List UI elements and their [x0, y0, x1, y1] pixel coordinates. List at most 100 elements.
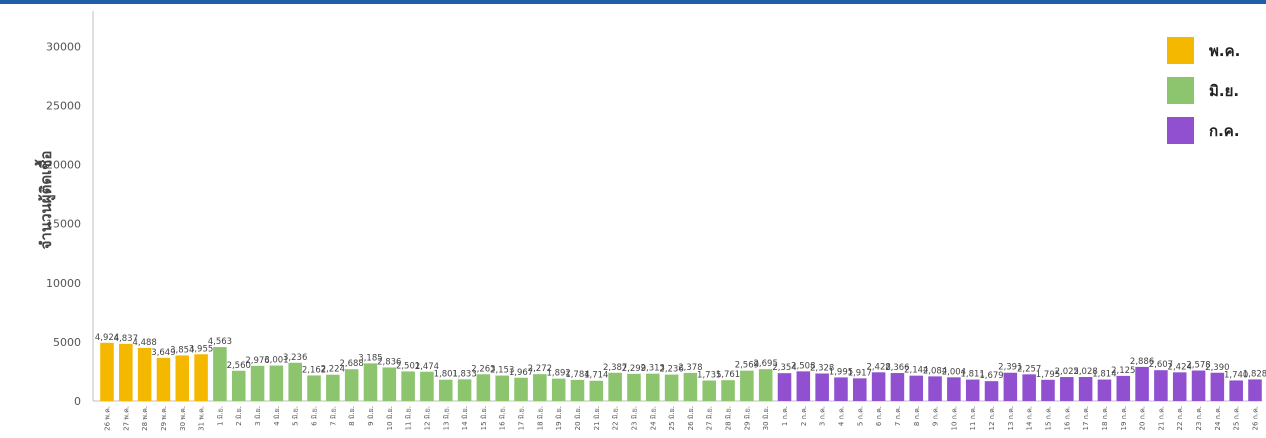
- data-label: 1,917: [848, 368, 872, 378]
- bar: [194, 354, 208, 401]
- data-label: 3,001: [264, 356, 288, 366]
- y-tick-label: 10000: [46, 277, 81, 290]
- data-label: 2,313: [641, 364, 665, 374]
- x-tick-label: 1 มิ.ย.: [216, 406, 224, 426]
- x-tick-label: 12 มิ.ย.: [423, 406, 431, 430]
- bar: [909, 375, 924, 401]
- bar: [420, 371, 434, 401]
- bar: [137, 347, 152, 401]
- data-label: 2,354: [772, 363, 796, 373]
- x-tick-label: 8 ก.ค.: [913, 406, 921, 426]
- bar: [1248, 379, 1262, 401]
- data-label: 3,955: [189, 344, 213, 354]
- x-tick-label: 28 มิ.ย.: [725, 406, 733, 430]
- bar: [758, 369, 773, 401]
- bar: [476, 374, 491, 401]
- bar: [683, 372, 698, 401]
- bar: [627, 373, 641, 401]
- bar: [721, 380, 735, 401]
- x-tick-label: 6 มิ.ย.: [311, 406, 319, 426]
- x-tick-label: 7 มิ.ย.: [329, 406, 337, 426]
- x-tick-label: 5 มิ.ย.: [292, 406, 300, 426]
- data-label: 2,688: [339, 359, 363, 369]
- y-tick-label: 20000: [46, 159, 81, 172]
- y-axis-ticks: 0 5000 10000 15000 20000 25000 30000: [46, 40, 81, 408]
- data-label: 2,607: [1149, 360, 1173, 370]
- data-label: 2,224: [321, 365, 345, 375]
- x-tick-label: 26 มิ.ย.: [687, 406, 695, 430]
- x-tick-label: 17 ก.ค.: [1082, 406, 1090, 431]
- legend-swatch: [1167, 37, 1194, 64]
- data-label: 1,811: [961, 370, 985, 380]
- x-tick-label: 27 มิ.ย.: [706, 406, 714, 430]
- data-label: 2,428: [866, 362, 890, 372]
- data-label: 2,378: [678, 363, 702, 373]
- bar: [815, 373, 829, 401]
- legend-label: มิ.ย.: [1209, 82, 1239, 100]
- data-label: 1,679: [979, 371, 1003, 381]
- bar: [438, 379, 453, 401]
- x-tick-label: 28 พ.ค.: [141, 406, 149, 431]
- bar: [1003, 372, 1018, 401]
- data-label: 2,886: [1130, 357, 1154, 367]
- bar: [269, 365, 284, 401]
- x-tick-label: 19 ก.ค.: [1120, 406, 1128, 431]
- x-tick-label: 22 มิ.ย.: [612, 406, 620, 430]
- data-label: 2,508: [791, 361, 815, 371]
- y-tick-label: 30000: [46, 40, 81, 53]
- x-tick-label: 20 มิ.ย.: [574, 406, 582, 430]
- data-label: 1,795: [1036, 370, 1060, 380]
- x-tick-label: 11 ก.ค.: [969, 406, 977, 431]
- x-tick-label: 27 พ.ค.: [122, 406, 130, 431]
- x-tick-label: 30 พ.ค.: [179, 406, 187, 431]
- bar: [551, 378, 566, 401]
- data-label: 2,153: [490, 366, 514, 376]
- x-tick-label: 29 มิ.ย.: [743, 406, 751, 430]
- data-label: 2,474: [415, 362, 439, 372]
- x-tick-label: 22 ก.ค.: [1176, 406, 1184, 431]
- data-label: 1,784: [565, 370, 589, 380]
- data-label: 2,328: [810, 363, 834, 373]
- top-accent-bar: [0, 0, 1266, 4]
- data-label: 4,837: [114, 334, 138, 344]
- data-label: 1,892: [546, 369, 570, 379]
- bar: [1041, 379, 1055, 401]
- bar: [1191, 370, 1206, 401]
- y-tick-label: 5000: [53, 336, 81, 349]
- bar: [664, 374, 679, 401]
- bar: [1097, 379, 1112, 401]
- bar: [928, 376, 942, 401]
- x-tick-label: 3 ก.ค.: [819, 406, 827, 426]
- bar: [702, 380, 716, 401]
- bar: [1172, 372, 1187, 401]
- data-label: 2,162: [302, 365, 326, 375]
- bar: [646, 373, 660, 401]
- x-tick-label: 26 พ.ค.: [104, 406, 112, 431]
- data-label: 2,257: [1017, 364, 1041, 374]
- data-label: 1,995: [829, 367, 853, 377]
- bar: [307, 375, 321, 401]
- x-tick-label: 26 ก.ค.: [1252, 406, 1260, 431]
- data-label: 2,560: [227, 361, 251, 371]
- data-label: 3,185: [358, 353, 382, 363]
- data-label: 1,761: [716, 370, 740, 380]
- x-tick-label: 14 ก.ค.: [1026, 406, 1034, 431]
- bar: [796, 371, 811, 401]
- x-tick-label: 2 ก.ค.: [800, 406, 808, 426]
- bar: [740, 370, 754, 401]
- x-tick-label: 24 ก.ค.: [1214, 406, 1222, 431]
- data-label: 2,299: [622, 364, 646, 374]
- x-tick-label: 25 ก.ค.: [1233, 406, 1241, 431]
- bar: [834, 377, 848, 401]
- x-tick-label: 4 มิ.ย.: [273, 406, 281, 426]
- data-label: 2,424: [1168, 362, 1192, 372]
- x-tick-label: 13 ก.ค.: [1007, 406, 1015, 431]
- bar: [1135, 366, 1149, 401]
- y-tick-label: 25000: [46, 100, 81, 113]
- legend: พ.ค. มิ.ย. ก.ค.: [1167, 37, 1240, 144]
- x-tick-label: 8 มิ.ย.: [348, 406, 356, 426]
- bar: [777, 373, 792, 401]
- x-tick-label: 21 มิ.ย.: [593, 406, 601, 430]
- data-label: 2,025: [1055, 367, 1079, 377]
